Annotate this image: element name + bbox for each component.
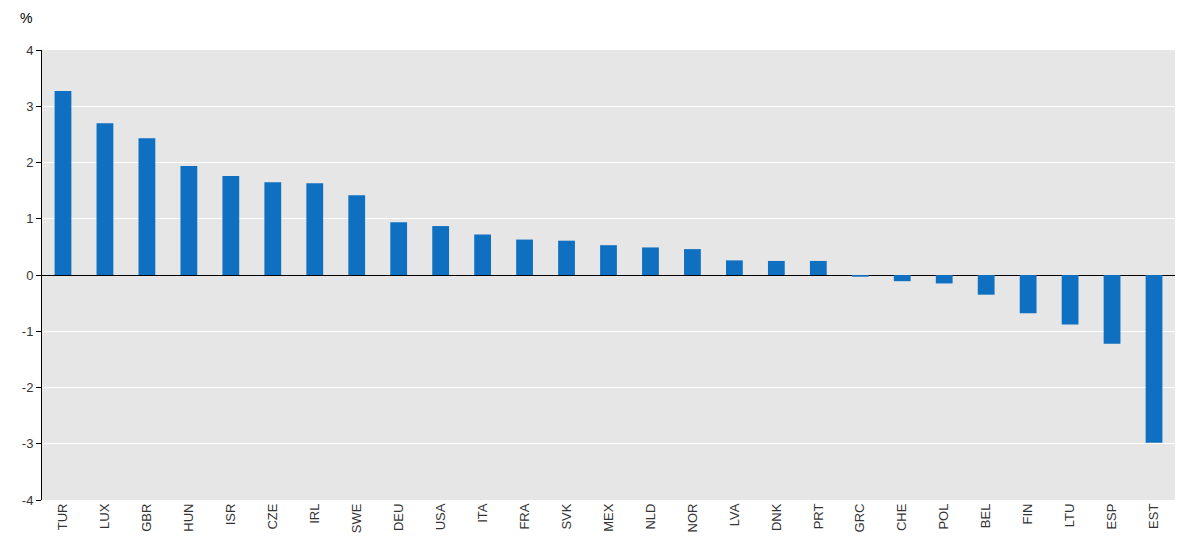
svg-text:LUX: LUX xyxy=(97,503,112,529)
svg-text:PRT: PRT xyxy=(811,504,826,530)
svg-text:GBR: GBR xyxy=(139,504,154,532)
svg-text:-1: -1 xyxy=(22,324,34,339)
svg-text:FRA: FRA xyxy=(517,503,532,529)
svg-text:4: 4 xyxy=(26,43,33,58)
svg-text:0: 0 xyxy=(26,268,33,283)
svg-text:CHE: CHE xyxy=(894,503,909,531)
svg-text:-3: -3 xyxy=(22,436,34,451)
svg-text:IRL: IRL xyxy=(307,504,322,524)
svg-text:LVA: LVA xyxy=(727,503,742,526)
svg-text:POL: POL xyxy=(936,504,951,530)
svg-text:-4: -4 xyxy=(22,493,34,508)
svg-text:SVK: SVK xyxy=(559,503,574,529)
svg-text:3: 3 xyxy=(26,99,33,114)
svg-text:GRC: GRC xyxy=(853,504,868,533)
svg-text:EST: EST xyxy=(1146,504,1161,529)
svg-text:HUN: HUN xyxy=(181,504,196,532)
svg-text:NOR: NOR xyxy=(685,504,700,533)
svg-text:BEL: BEL xyxy=(978,504,993,529)
svg-text:MEX: MEX xyxy=(601,503,616,531)
svg-text:-2: -2 xyxy=(22,380,34,395)
svg-text:USA: USA xyxy=(433,503,448,530)
svg-text:CZE: CZE xyxy=(265,503,280,529)
svg-text:FIN: FIN xyxy=(1020,504,1035,525)
svg-text:1: 1 xyxy=(26,211,33,226)
svg-text:LTU: LTU xyxy=(1062,504,1077,528)
svg-text:ISR: ISR xyxy=(223,504,238,526)
svg-text:ESP: ESP xyxy=(1104,504,1119,530)
svg-text:2: 2 xyxy=(26,155,33,170)
svg-text:NLD: NLD xyxy=(643,504,658,530)
svg-text:DNK: DNK xyxy=(769,503,784,531)
svg-text:TUR: TUR xyxy=(55,504,70,531)
svg-text:%: % xyxy=(20,10,32,26)
svg-text:DEU: DEU xyxy=(391,504,406,531)
svg-text:ITA: ITA xyxy=(475,503,490,523)
svg-text:SWE: SWE xyxy=(349,503,364,533)
